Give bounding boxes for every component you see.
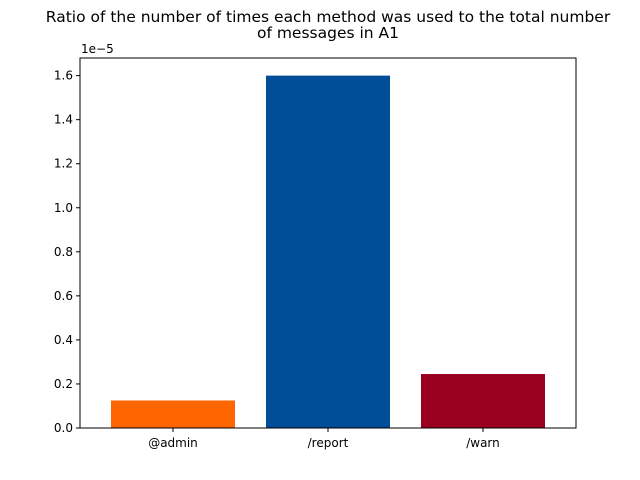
bars-group: [111, 75, 545, 428]
bar-admin: [111, 400, 235, 428]
x-tick-label: /report: [308, 436, 349, 450]
y-tick-label: 0.0: [54, 421, 73, 435]
plot-frame: [79, 57, 577, 429]
bar-report: [266, 75, 390, 428]
x-tick-label: /warn: [466, 436, 500, 450]
y-tick-label: 1.4: [54, 113, 73, 127]
x-tick-label: @admin: [148, 436, 198, 450]
chart-title-line-1: Ratio of the number of times each method…: [46, 8, 611, 26]
x-axis: @admin/report/warn: [148, 428, 500, 450]
y-tick-label: 1.6: [54, 69, 73, 83]
y-axis-scale-label: 1e−5: [81, 42, 114, 56]
y-axis: 0.0 0.2 0.4 0.6 0.8 1.0 1.2 1.4 1.6: [54, 69, 80, 435]
y-tick-label: 1.0: [54, 201, 73, 215]
y-tick-label: 0.2: [54, 377, 73, 391]
y-tick-label: 0.4: [54, 333, 73, 347]
y-tick-label: 0.6: [54, 289, 73, 303]
y-tick-label: 1.2: [54, 157, 73, 171]
chart-title-line-2: of messages in A1: [257, 24, 399, 42]
y-tick-label: 0.8: [54, 245, 73, 259]
bar-warn: [421, 374, 545, 428]
